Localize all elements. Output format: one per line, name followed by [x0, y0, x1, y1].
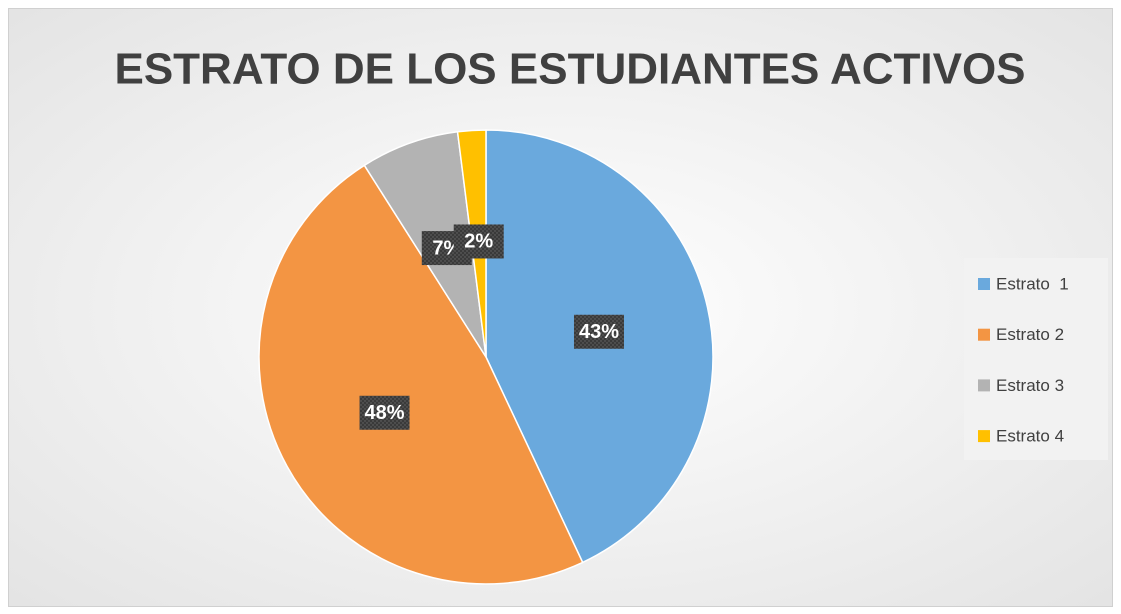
- legend: [964, 258, 1108, 460]
- chart-title: ESTRATO DE LOS ESTUDIANTES ACTIVOS: [114, 45, 1025, 94]
- legend-label: Estrato 4: [996, 427, 1064, 446]
- data-label: 43%: [579, 321, 619, 343]
- legend-swatch: [978, 278, 990, 290]
- data-label: 2%: [464, 231, 493, 253]
- data-label-box: [573, 314, 624, 349]
- data-label: 48%: [365, 402, 405, 424]
- data-label-box: [359, 395, 410, 430]
- legend-label: Estrato 1: [996, 274, 1069, 293]
- pie-slice: [258, 164, 584, 585]
- legend-swatch: [978, 379, 990, 392]
- legend-label: Estrato 2: [996, 325, 1064, 344]
- legend-swatch: [978, 328, 990, 341]
- data-label-box: [453, 224, 504, 259]
- legend-swatch: [978, 430, 990, 443]
- legend-label: Estrato 3: [996, 376, 1064, 395]
